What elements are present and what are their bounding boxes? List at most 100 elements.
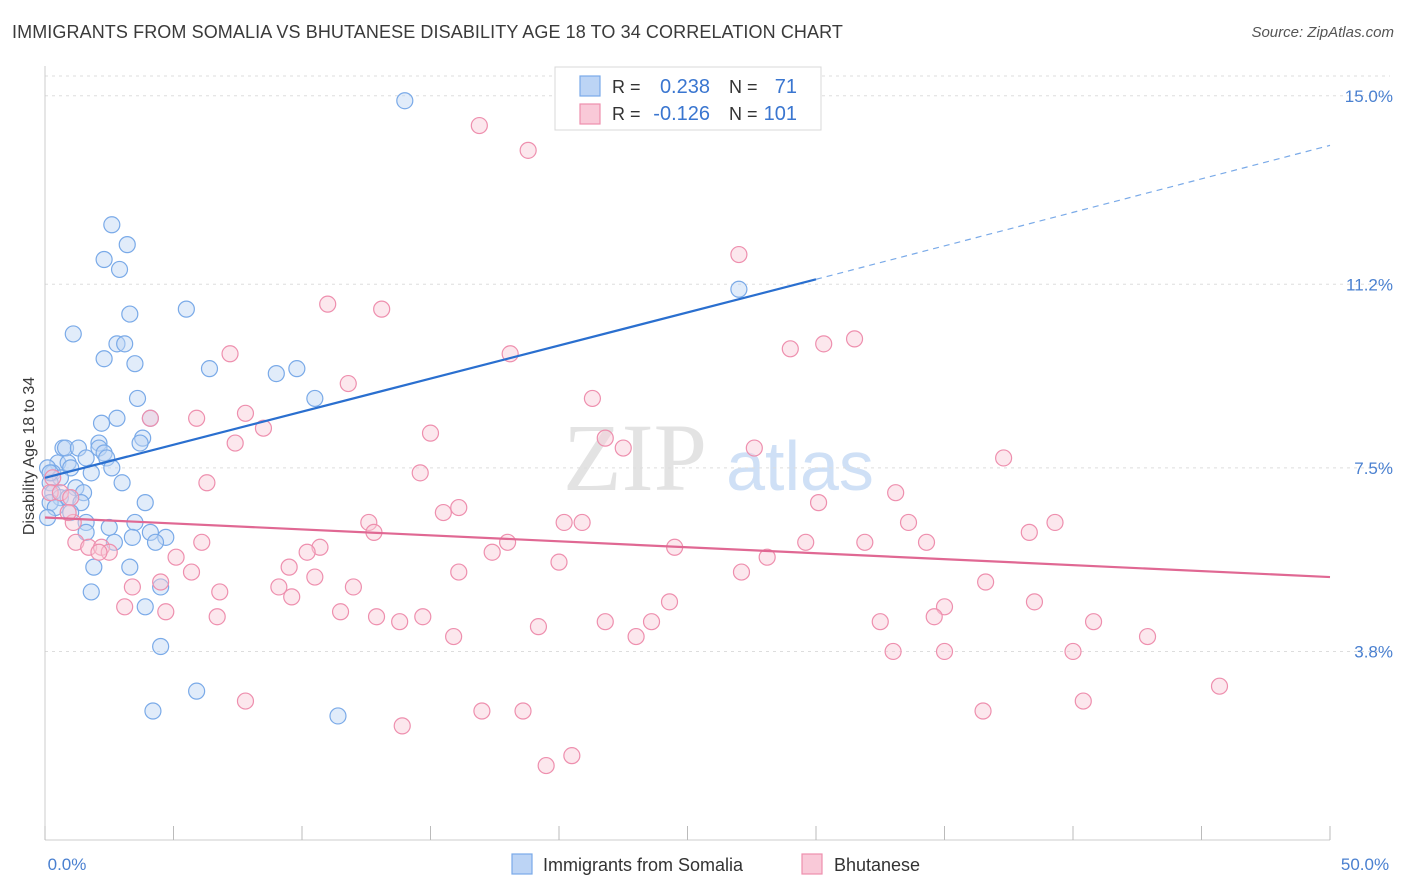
- point-bhutanese: [391, 613, 409, 631]
- y-tick-labels: 3.8% 7.5% 11.2% 15.0%: [1345, 87, 1393, 662]
- stats-swatch-pink: [579, 103, 601, 125]
- point-bhutanese: [470, 116, 488, 135]
- point-bhutanese: [344, 578, 362, 596]
- point-bhutanese: [529, 618, 548, 636]
- point-somalia: [105, 533, 123, 551]
- point-somalia: [121, 305, 139, 323]
- point-bhutanese: [758, 548, 776, 566]
- point-somalia: [108, 409, 126, 427]
- point-somalia: [126, 355, 144, 373]
- point-bhutanese: [935, 598, 954, 616]
- point-bhutanese: [473, 702, 491, 720]
- point-bhutanese: [809, 494, 828, 512]
- point-bhutanese: [280, 558, 298, 576]
- point-somalia: [131, 434, 149, 452]
- point-bhutanese: [642, 613, 661, 631]
- point-bhutanese: [1084, 613, 1103, 631]
- point-bhutanese: [596, 613, 614, 631]
- legend-label-somalia: Immigrants from Somalia: [543, 855, 744, 875]
- stats-r-label-2: R =: [612, 104, 641, 124]
- point-bhutanese: [51, 484, 70, 502]
- point-bhutanese: [306, 568, 324, 586]
- point-somalia: [730, 280, 748, 298]
- point-somalia: [95, 350, 113, 368]
- point-bhutanese: [90, 543, 108, 561]
- point-somalia: [157, 528, 175, 546]
- point-bhutanese: [730, 245, 748, 264]
- point-bhutanese: [974, 702, 992, 720]
- point-somalia: [288, 360, 306, 378]
- point-bhutanese: [80, 538, 98, 556]
- point-somalia: [82, 583, 100, 601]
- point-bhutanese: [393, 717, 411, 735]
- point-bhutanese: [781, 340, 799, 358]
- point-somalia: [200, 360, 219, 378]
- stats-n-label-2: N =: [729, 104, 758, 124]
- chart-title: IMMIGRANTS FROM SOMALIA VS BHUTANESE DIS…: [12, 22, 843, 42]
- series-legend: Immigrants from Somalia Bhutanese: [511, 853, 920, 875]
- point-bhutanese: [141, 409, 159, 427]
- point-bhutanese: [450, 498, 468, 517]
- point-somalia: [152, 637, 170, 656]
- point-bhutanese: [899, 513, 918, 532]
- point-bhutanese: [182, 563, 201, 581]
- point-bhutanese: [871, 613, 889, 631]
- point-bhutanese: [123, 578, 141, 596]
- point-bhutanese: [596, 429, 614, 447]
- point-somalia: [121, 558, 139, 576]
- point-bhutanese: [339, 374, 357, 393]
- point-bhutanese: [283, 588, 301, 606]
- point-somalia: [267, 365, 285, 383]
- trend-line-bhutanese: [44, 516, 1331, 579]
- point-somalia: [38, 459, 57, 477]
- point-somalia: [90, 434, 108, 452]
- point-bhutanese: [1046, 513, 1064, 532]
- point-somalia: [123, 528, 141, 546]
- y-tick-label: 11.2%: [1346, 275, 1393, 294]
- point-bhutanese: [519, 141, 537, 159]
- stats-n-value-1: 71: [775, 76, 797, 98]
- x-ticks: [44, 826, 1331, 840]
- point-bhutanese: [211, 583, 229, 601]
- point-bhutanese: [193, 533, 211, 551]
- point-bhutanese: [434, 503, 452, 522]
- legend-swatch-somalia: [511, 853, 533, 875]
- watermark-atlas: atlas: [726, 427, 874, 505]
- point-bhutanese: [421, 424, 440, 442]
- point-bhutanese: [445, 627, 463, 646]
- point-bhutanese: [188, 409, 206, 427]
- point-bhutanese: [732, 563, 751, 581]
- point-somalia: [77, 449, 95, 467]
- point-bhutanese: [59, 503, 77, 522]
- point-bhutanese: [1020, 523, 1038, 541]
- x-tick-label-max: 50.0%: [1341, 855, 1389, 874]
- point-bhutanese: [483, 543, 501, 561]
- point-bhutanese: [331, 603, 350, 621]
- point-somalia: [113, 474, 131, 492]
- stats-r-label-1: R =: [612, 77, 641, 97]
- point-somalia: [110, 260, 129, 279]
- point-somalia: [144, 702, 162, 720]
- point-bhutanese: [1138, 627, 1157, 646]
- stats-legend: R = 0.238 N = 71 R = -0.126 N = 101: [554, 66, 822, 131]
- point-bhutanese: [627, 627, 645, 646]
- point-bhutanese: [298, 543, 316, 561]
- point-bhutanese: [555, 513, 573, 532]
- point-somalia: [396, 92, 414, 110]
- point-bhutanese: [514, 702, 532, 720]
- point-somalia: [64, 325, 82, 343]
- y-tick-label: 3.8%: [1354, 642, 1393, 661]
- point-somalia: [56, 439, 75, 457]
- point-bhutanese: [411, 464, 429, 482]
- trend-line-somalia-extension: [815, 144, 1331, 280]
- point-bhutanese: [236, 692, 255, 710]
- point-bhutanese: [563, 747, 581, 765]
- point-bhutanese: [319, 295, 337, 313]
- point-somalia: [146, 533, 165, 551]
- point-bhutanese: [925, 608, 943, 626]
- point-bhutanese: [167, 548, 185, 566]
- stats-r-value-1: 0.238: [660, 76, 710, 98]
- point-bhutanese: [995, 449, 1013, 467]
- point-bhutanese: [116, 598, 134, 616]
